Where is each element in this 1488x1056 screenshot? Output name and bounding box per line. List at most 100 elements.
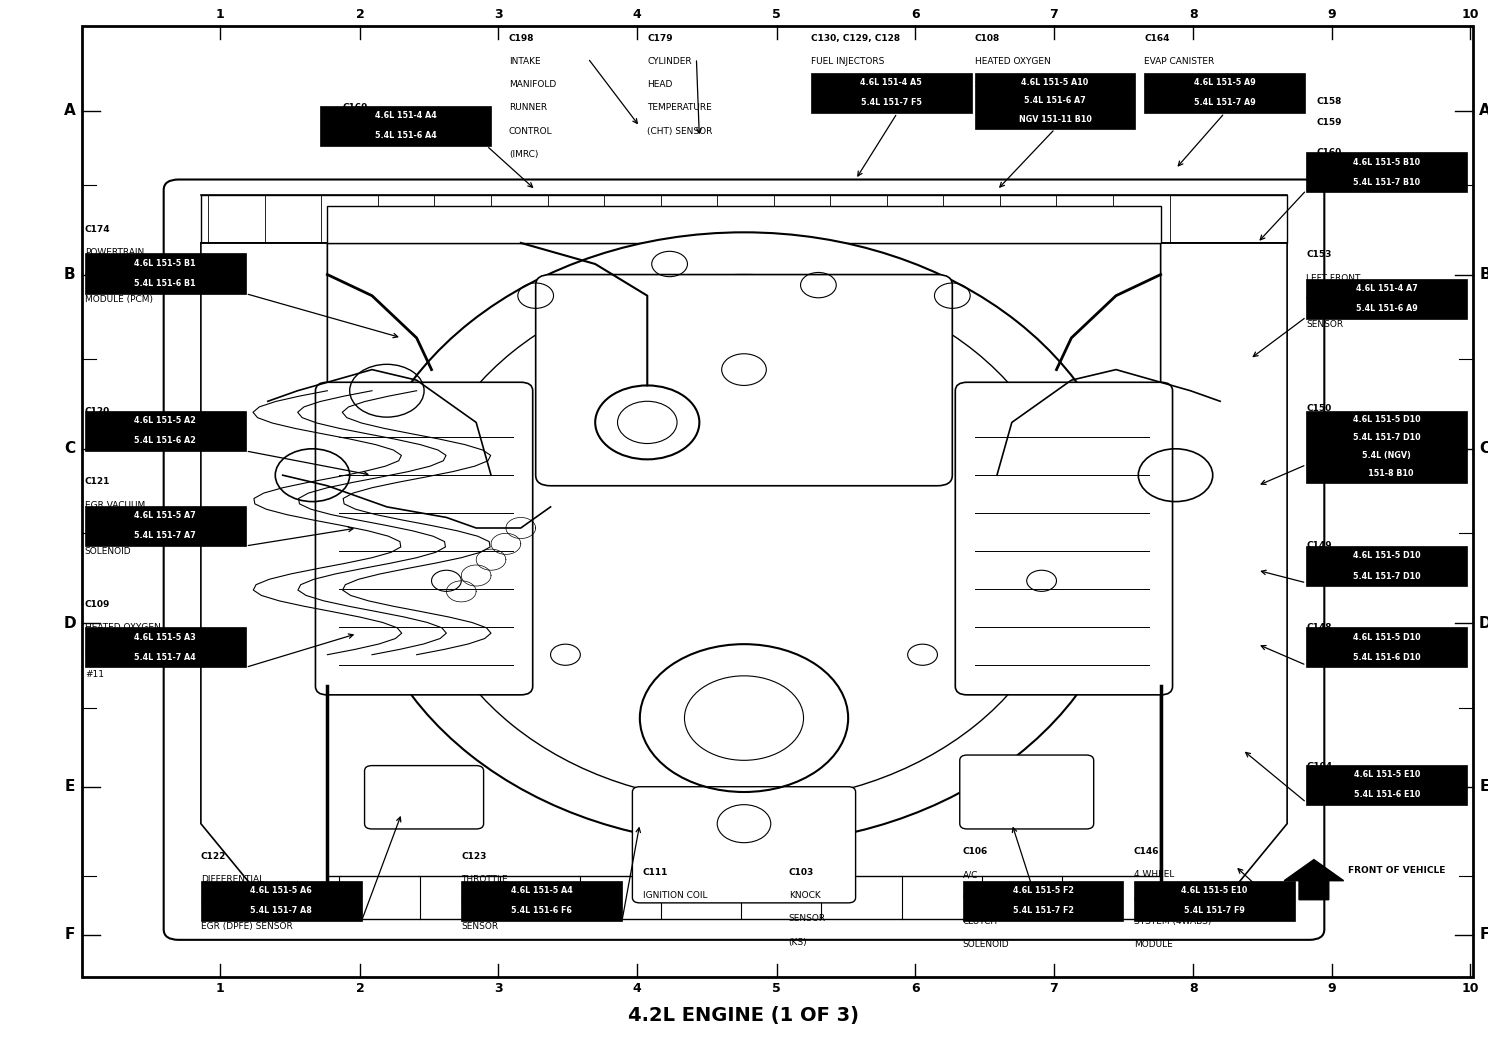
Text: C120: C120 <box>85 407 110 416</box>
Text: C159: C159 <box>1317 118 1342 128</box>
Text: 4.6L 151-4 A4: 4.6L 151-4 A4 <box>375 111 436 120</box>
Ellipse shape <box>417 275 1071 803</box>
Text: C169: C169 <box>342 103 368 113</box>
Text: 5.4L 151-6 A7: 5.4L 151-6 A7 <box>1024 96 1086 106</box>
Bar <box>1306 411 1467 483</box>
Text: 4.6L 151-5 A2: 4.6L 151-5 A2 <box>134 416 196 426</box>
Polygon shape <box>1284 860 1344 900</box>
Text: D: D <box>64 616 76 630</box>
Text: 5.4L 151-7 D10: 5.4L 151-7 D10 <box>1353 571 1421 581</box>
Bar <box>85 411 246 451</box>
Bar <box>85 253 246 294</box>
Text: EVAP CANISTER: EVAP CANISTER <box>1144 57 1214 67</box>
FancyBboxPatch shape <box>960 755 1094 829</box>
Text: MODULE: MODULE <box>1134 940 1173 949</box>
Text: SENSOR: SENSOR <box>1306 320 1344 329</box>
Text: 6: 6 <box>911 982 920 995</box>
Text: COMPRESSOR: COMPRESSOR <box>963 893 1025 903</box>
Text: C153: C153 <box>1306 250 1332 260</box>
Bar <box>320 106 491 146</box>
Text: INTAKE: INTAKE <box>509 57 540 67</box>
Text: 4.6L 151-4 A7: 4.6L 151-4 A7 <box>1356 284 1418 294</box>
Text: 5: 5 <box>772 8 781 21</box>
Text: 2: 2 <box>356 8 365 21</box>
Text: 4.6L 151-5 B10: 4.6L 151-5 B10 <box>1353 157 1421 167</box>
Text: C121: C121 <box>85 477 110 487</box>
Text: 4.6L 151-4 A5: 4.6L 151-4 A5 <box>860 78 923 88</box>
Text: C122: C122 <box>201 852 226 862</box>
Text: SOLENOID: SOLENOID <box>963 940 1009 949</box>
Text: HEATED OXYGEN: HEATED OXYGEN <box>975 57 1051 67</box>
Text: C179: C179 <box>647 34 673 43</box>
Text: EGR VACUUM: EGR VACUUM <box>85 501 144 510</box>
Text: 4.6L 151-5 A6: 4.6L 151-5 A6 <box>250 886 312 895</box>
Bar <box>1306 627 1467 667</box>
Text: 4.6L 151-5 D10: 4.6L 151-5 D10 <box>1353 551 1421 561</box>
Bar <box>1144 73 1305 113</box>
Text: CYLINDER: CYLINDER <box>647 57 692 67</box>
Text: 4.6L 151-5 A9: 4.6L 151-5 A9 <box>1193 78 1256 88</box>
Text: 4.6L 151-5 A7: 4.6L 151-5 A7 <box>134 511 196 521</box>
Bar <box>85 506 246 546</box>
Text: C174: C174 <box>85 225 110 234</box>
FancyBboxPatch shape <box>955 382 1173 695</box>
Text: C146: C146 <box>1134 847 1159 856</box>
Text: 5.4L 151-6 F6: 5.4L 151-6 F6 <box>512 906 571 916</box>
Text: (KS): (KS) <box>789 938 808 947</box>
Text: #6, #5, #4: #6, #5, #4 <box>811 80 862 90</box>
Text: 5.4L 151-7 F5: 5.4L 151-7 F5 <box>862 98 921 108</box>
Text: 3: 3 <box>494 982 503 995</box>
Text: 5.4L 151-7 B10: 5.4L 151-7 B10 <box>1353 177 1421 187</box>
Text: REGULATOR (EVR): REGULATOR (EVR) <box>85 524 167 533</box>
Text: C198: C198 <box>509 34 534 43</box>
Text: 4 WHEEL: 4 WHEEL <box>1134 870 1174 880</box>
Text: C111: C111 <box>643 868 668 878</box>
Text: 5.4L 151-6 E10: 5.4L 151-6 E10 <box>1354 790 1420 799</box>
Text: 8: 8 <box>1189 982 1198 995</box>
Text: 10: 10 <box>1461 8 1479 21</box>
Text: 1: 1 <box>216 982 225 995</box>
Text: C160: C160 <box>1317 148 1342 157</box>
Text: C149: C149 <box>1306 541 1332 550</box>
Text: 5.4L 151-6 B1: 5.4L 151-6 B1 <box>134 279 196 288</box>
FancyBboxPatch shape <box>632 787 856 903</box>
Text: 5.4L 151-6 A2: 5.4L 151-6 A2 <box>134 436 196 446</box>
FancyBboxPatch shape <box>365 766 484 829</box>
Text: C108: C108 <box>975 34 1000 43</box>
Text: 5.4L 151-6 D10: 5.4L 151-6 D10 <box>1353 653 1421 662</box>
Text: 4.6L 151-5 A4: 4.6L 151-5 A4 <box>510 886 573 895</box>
Text: IGNITION COIL: IGNITION COIL <box>643 891 707 901</box>
Text: D: D <box>1479 616 1488 630</box>
Text: 5.4L 151-7 F9: 5.4L 151-7 F9 <box>1184 906 1244 916</box>
Text: POWERTRAIN: POWERTRAIN <box>85 248 144 258</box>
Bar <box>1306 279 1467 319</box>
Text: HEAD: HEAD <box>647 80 673 90</box>
Text: F: F <box>1481 927 1488 942</box>
Text: A: A <box>1479 103 1488 118</box>
Text: FUEL INJECTORS: FUEL INJECTORS <box>811 57 884 67</box>
Polygon shape <box>1161 243 1287 908</box>
Text: MODULE (PCM): MODULE (PCM) <box>85 295 153 304</box>
Text: 5.4L 151-7 A4: 5.4L 151-7 A4 <box>134 653 196 662</box>
Text: TEMPERATURE: TEMPERATURE <box>647 103 713 113</box>
Text: 5.4L 151-7 F2: 5.4L 151-7 F2 <box>1013 906 1073 916</box>
Text: A: A <box>64 103 76 118</box>
Text: C158: C158 <box>1317 97 1342 107</box>
Text: C: C <box>64 441 76 456</box>
FancyBboxPatch shape <box>536 275 952 486</box>
Text: 151-8 B10: 151-8 B10 <box>1360 469 1414 478</box>
Text: 8: 8 <box>1189 8 1198 21</box>
Text: C: C <box>1479 441 1488 456</box>
Text: EGR (DPFE) SENSOR: EGR (DPFE) SENSOR <box>201 922 293 931</box>
Text: 9: 9 <box>1327 982 1336 995</box>
Text: 5.4L 151-7 A8: 5.4L 151-7 A8 <box>250 906 312 916</box>
Bar <box>201 195 1287 243</box>
Text: C150: C150 <box>1306 404 1332 414</box>
Text: 6: 6 <box>911 8 920 21</box>
Bar <box>327 876 1161 919</box>
Text: E: E <box>65 779 74 794</box>
Text: SYSTEM (4WABS): SYSTEM (4WABS) <box>1134 917 1211 926</box>
Text: 4.6L 151-5 D10: 4.6L 151-5 D10 <box>1353 415 1421 425</box>
Bar <box>1306 546 1467 586</box>
Polygon shape <box>201 243 327 908</box>
